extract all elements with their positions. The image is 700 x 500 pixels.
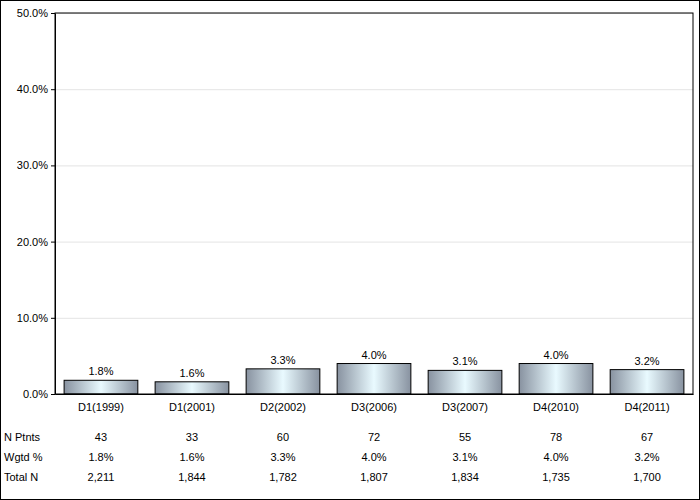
y-tick-mark [51,165,55,166]
outer-border [1,1,700,500]
y-tick-label: 0.0% [23,388,48,400]
y-tick: 20.0% [17,236,55,248]
x-tick: D4(2010) [533,394,579,413]
y-tick-label: 20.0% [17,236,48,248]
table-cell: 78 [550,431,562,443]
table-cell: 1,782 [269,471,297,483]
x-tick: D4(2011) [625,394,670,413]
grid-line [55,89,693,90]
y-tick-mark [51,242,55,243]
table: N Ptnts 43 33 60 72 55 78 67 Wgtd % 1.8% 1.6% 3.3% 4… [4,431,661,483]
chart: 0.0%10.0%20.0%30.0%40.0%50.0%D1(1999)D1(… [0,0,700,500]
x-tick-label: D1(1999) [78,401,124,413]
bar [155,382,229,394]
y-tick-mark [51,394,55,395]
x-tick-label: D3(2007) [442,401,488,413]
table-cell: 1,700 [633,471,661,483]
y-tick-label: 30.0% [17,159,48,171]
x-tick: D1(2001) [169,394,215,413]
table-cell: 1,735 [542,471,570,483]
y-tick: 40.0% [17,83,55,95]
table-cell: 1.8% [88,451,113,463]
x-tick-label: D2(2002) [260,401,306,413]
table-cell: 1,844 [178,471,206,483]
x-tick-label: D4(2010) [533,401,579,413]
table-row-label: Wgtd % [4,451,43,463]
table-cell: 3.1% [452,451,477,463]
table-cell: 55 [459,431,471,443]
grid-line [55,318,693,319]
x-tick: D1(1999) [78,394,124,413]
x-tick: D2(2002) [260,394,306,413]
table-cell: 3.2% [634,451,659,463]
table-row-label: Total N [4,471,38,483]
table-cell: 1,834 [451,471,479,483]
table-cell: 4.0% [361,451,386,463]
table-cell: 60 [277,431,289,443]
plot: 0.0%10.0%20.0%30.0%40.0%50.0%D1(1999)D1(… [17,7,694,413]
y-tick: 30.0% [17,159,55,171]
table-cell: 4.0% [543,451,568,463]
data-label: 4.0% [543,349,568,361]
data-label: 4.0% [361,349,386,361]
y-tick-mark [51,89,55,90]
x-axis: D1(1999) D1(2001) D2(2002) D3(2006) D3(2007)… [56,394,694,413]
bar [428,370,502,394]
x-tick: D3(2006) [351,394,397,413]
x-tick-label: D3(2006) [351,401,397,413]
grid [55,14,693,395]
bar [337,364,411,394]
grid-line [55,394,693,395]
grid-line [55,242,693,243]
y-tick: 50.0% [17,7,55,19]
y-axis-line [55,14,56,395]
table-cell: 43 [95,431,107,443]
table-cell: 2,211 [88,471,115,483]
data-label: 3.1% [452,355,477,367]
y-tick-label: 50.0% [17,7,48,19]
bar [64,380,138,394]
table-cell: 1,807 [360,471,388,483]
y-axis: 0.0% 10.0% 20.0% 30.0% 40.0% 50.0% [17,7,56,400]
y-tick-label: 40.0% [17,83,48,95]
data-label: 1.6% [179,367,204,379]
x-tick-label: D4(2011) [625,401,670,413]
x-tick: D3(2007) [442,394,488,413]
table-cell: 72 [368,431,380,443]
data-label: 1.8% [88,365,113,377]
table-cell: 1.6% [179,451,204,463]
bars [64,364,684,394]
y-tick-mark [51,13,55,14]
table-cell: 67 [641,431,653,443]
x-tick-label: D1(2001) [169,401,215,413]
data-labels: 1.8% 1.6% 3.3% 4.0% 3.1% 4.0% 3.2% [88,349,659,379]
table-row-label: N Ptnts [4,431,41,443]
plot-frame [55,13,693,394]
y-tick: 10.0% [17,312,55,324]
data-label: 3.3% [270,354,295,366]
table-cell: 33 [186,431,198,443]
y-tick-mark [51,318,55,319]
y-tick: 0.0% [23,388,55,400]
bar [246,369,320,394]
bar [610,370,684,394]
table-cell: 3.3% [270,451,295,463]
grid-line [55,165,693,166]
x-axis-line [56,394,694,395]
y-tick-label: 10.0% [17,312,48,324]
data-label: 3.2% [634,355,659,367]
bar [519,364,593,394]
